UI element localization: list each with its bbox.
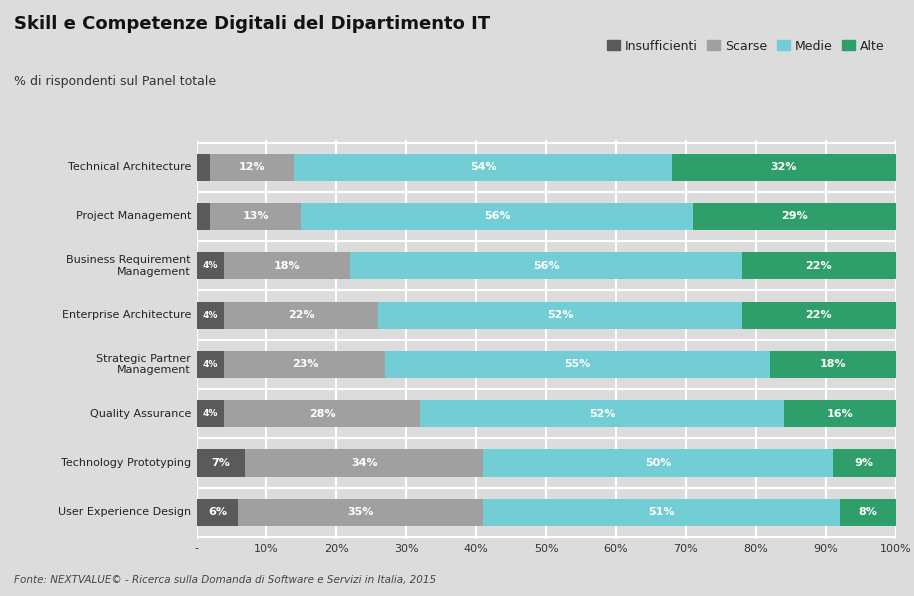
Bar — [742, 252, 896, 280]
Bar — [833, 449, 896, 477]
Bar — [742, 302, 896, 328]
Bar — [672, 154, 896, 181]
Text: 9%: 9% — [855, 458, 874, 468]
Bar — [210, 203, 302, 230]
Text: 8%: 8% — [858, 507, 877, 517]
Text: 34%: 34% — [351, 458, 377, 468]
Bar — [197, 400, 225, 427]
Text: 52%: 52% — [547, 310, 573, 320]
Text: 4%: 4% — [203, 409, 218, 418]
Text: 18%: 18% — [274, 261, 301, 271]
Bar — [420, 400, 784, 427]
Bar — [197, 203, 210, 230]
Bar — [197, 154, 210, 181]
Text: 18%: 18% — [820, 359, 846, 370]
Text: % di rispondenti sul Panel totale: % di rispondenti sul Panel totale — [14, 74, 216, 88]
Text: 29%: 29% — [781, 212, 808, 222]
Text: 55%: 55% — [564, 359, 590, 370]
Bar — [239, 499, 484, 526]
Bar — [210, 154, 294, 181]
Bar — [294, 154, 672, 181]
Bar — [197, 252, 225, 280]
Text: 35%: 35% — [347, 507, 374, 517]
Bar — [784, 400, 896, 427]
Bar — [770, 351, 896, 378]
Bar — [225, 351, 386, 378]
Text: 28%: 28% — [309, 409, 335, 418]
Text: 56%: 56% — [533, 261, 559, 271]
Bar — [225, 302, 378, 328]
Bar — [246, 449, 484, 477]
Text: 52%: 52% — [589, 409, 615, 418]
Bar — [225, 252, 350, 280]
Bar — [840, 499, 896, 526]
Bar — [197, 449, 246, 477]
Text: Fonte: NEXTVALUE© - Ricerca sulla Domanda di Software e Servizi in Italia, 2015: Fonte: NEXTVALUE© - Ricerca sulla Domand… — [14, 575, 436, 585]
Text: Skill e Competenze Digitali del Dipartimento IT: Skill e Competenze Digitali del Dipartim… — [14, 15, 490, 33]
Text: 4%: 4% — [203, 360, 218, 369]
Text: 13%: 13% — [243, 212, 270, 222]
Text: 22%: 22% — [805, 261, 832, 271]
Bar — [225, 400, 420, 427]
Legend: Insufficienti, Scarse, Medie, Alte: Insufficienti, Scarse, Medie, Alte — [602, 35, 889, 57]
Text: 54%: 54% — [470, 162, 496, 172]
Text: 4%: 4% — [203, 261, 218, 270]
Text: 16%: 16% — [826, 409, 853, 418]
Text: 4%: 4% — [203, 311, 218, 319]
Text: 22%: 22% — [288, 310, 314, 320]
Text: 22%: 22% — [805, 310, 832, 320]
Bar — [378, 302, 742, 328]
Text: 32%: 32% — [771, 162, 797, 172]
Text: 56%: 56% — [484, 212, 511, 222]
Text: 7%: 7% — [211, 458, 230, 468]
Bar — [197, 351, 225, 378]
Bar — [197, 499, 239, 526]
Bar — [484, 499, 840, 526]
Text: 50%: 50% — [644, 458, 671, 468]
Bar — [484, 449, 833, 477]
Bar — [350, 252, 742, 280]
Bar — [197, 302, 225, 328]
Text: 12%: 12% — [239, 162, 266, 172]
Text: 23%: 23% — [292, 359, 318, 370]
Bar — [302, 203, 693, 230]
Bar — [693, 203, 896, 230]
Bar — [386, 351, 770, 378]
Text: 51%: 51% — [648, 507, 675, 517]
Text: 6%: 6% — [208, 507, 227, 517]
